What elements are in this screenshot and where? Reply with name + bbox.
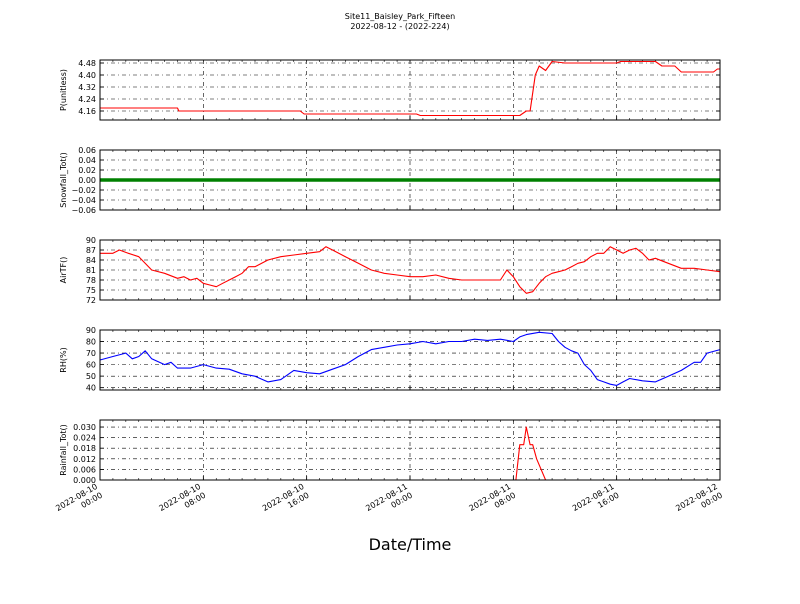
panel-2-axes-frame — [99, 149, 721, 211]
panel-3-y-axis-label: AirTF() — [59, 257, 68, 284]
panel-2-ytick-label: −0.04 — [71, 196, 96, 205]
panel-2-ytick-label: 0.04 — [78, 156, 96, 165]
panel-3-ytick-label: 78 — [86, 276, 96, 285]
panel-2-ytick-label: 0.02 — [78, 166, 96, 175]
panel-1-series-line — [100, 60, 720, 117]
x-tick-label: 2022-08-1108:00 — [468, 482, 518, 522]
panel-3-ytick-label: 75 — [86, 286, 96, 295]
panel-1-axes-frame — [99, 59, 721, 121]
panel-3-axes-frame — [99, 239, 721, 301]
panel-5-ytick-label: 0.024 — [73, 434, 96, 443]
x-tick-label: 2022-08-1016:00 — [261, 482, 311, 522]
panel-1-ytick-label: 4.32 — [78, 83, 96, 92]
panel-1-ytick-label: 4.16 — [78, 107, 96, 116]
x-tick-label: 2022-08-1008:00 — [158, 482, 208, 522]
panel-3-ytick-label: 84 — [86, 256, 96, 265]
panel-2-ytick-label: −0.06 — [71, 206, 96, 215]
panel-4-series-line — [99, 331, 721, 386]
panel-4-ytick-label: 40 — [86, 384, 96, 393]
panel-5-ytick-label: 0.006 — [73, 465, 96, 474]
panel-3-ytick-label: 81 — [86, 266, 96, 275]
panel-4-ytick-label: 50 — [86, 372, 96, 381]
panel-1-ytick-label: 4.40 — [78, 71, 96, 80]
panel-5-series-line — [100, 426, 720, 481]
x-tick-label: 2022-08-1116:00 — [571, 482, 621, 522]
panel-2-ytick-label: −0.02 — [71, 186, 96, 195]
chart-title-line-2: 2022-08-12 - (2022-224) — [350, 22, 449, 31]
chart-title-line-1: Site11_Baisley_Park_Fifteen — [345, 12, 455, 21]
x-tick-label: 2022-08-1200:00 — [674, 482, 724, 522]
panel-2-ytick-label: 0.00 — [78, 176, 96, 185]
panel-3-series-line — [100, 246, 721, 294]
panel-5-y-axis-label: Rainfall_Tot() — [59, 424, 68, 476]
panel-4-ytick-label: 70 — [86, 349, 96, 358]
panel-2-y-axis-label: Snowfall_Tot() — [59, 152, 68, 208]
panel-4-y-axis-label: RH(%) — [59, 347, 68, 372]
x-tick-label: 2022-08-1100:00 — [364, 482, 414, 522]
panel-4-ytick-label: 90 — [86, 326, 96, 335]
panel-5-ytick-label: 0.018 — [73, 444, 96, 453]
panel-5-ytick-label: 0.030 — [73, 423, 96, 432]
panel-1-ytick-label: 4.48 — [78, 59, 96, 68]
panel-3-ytick-label: 87 — [86, 246, 96, 255]
panel-1-y-axis-label: P(unitless) — [59, 69, 68, 111]
panel-1-ytick-label: 4.24 — [78, 95, 96, 104]
panel-2-ytick-label: 0.06 — [78, 146, 96, 155]
panel-3-ytick-label: 72 — [86, 296, 96, 305]
x-tick-label: 2022-08-1000:00 — [54, 482, 104, 522]
panel-5-ytick-label: 0.012 — [73, 455, 96, 464]
panel-4-axes-frame — [99, 329, 721, 391]
panel-4-ytick-label: 60 — [86, 361, 96, 370]
x-axis-label: Date/Time — [369, 535, 452, 554]
panel-5-ytick-label: 0.000 — [73, 476, 96, 485]
panel-5-axes-frame — [99, 419, 721, 481]
panel-3-ytick-label: 90 — [86, 236, 96, 245]
panel-4-ytick-label: 80 — [86, 338, 96, 347]
